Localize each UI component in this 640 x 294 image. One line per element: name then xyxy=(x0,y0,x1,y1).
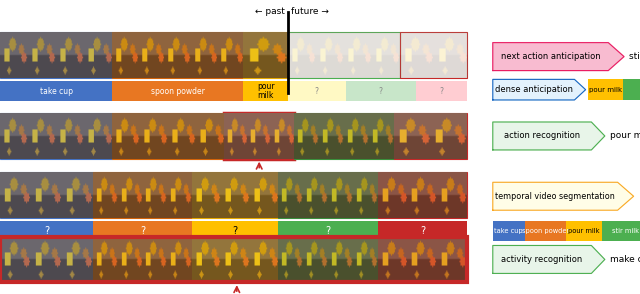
Text: ?: ? xyxy=(440,87,444,96)
Bar xyxy=(346,81,416,101)
Text: stir milk: stir milk xyxy=(612,228,639,234)
Bar xyxy=(602,220,640,241)
Text: make chocolate milk: make chocolate milk xyxy=(610,255,640,264)
Bar xyxy=(525,220,566,241)
Bar xyxy=(0,81,112,101)
Text: ?: ? xyxy=(325,226,331,236)
Text: pour milk: pour milk xyxy=(610,131,640,141)
Text: ?: ? xyxy=(44,226,49,236)
Bar xyxy=(623,79,640,100)
Bar xyxy=(243,81,288,101)
Bar xyxy=(112,32,243,78)
Bar xyxy=(493,220,525,241)
Polygon shape xyxy=(493,79,586,100)
Polygon shape xyxy=(493,43,624,71)
Bar xyxy=(93,220,192,241)
Text: dense anticipation: dense anticipation xyxy=(495,85,573,94)
Text: pour
milk: pour milk xyxy=(257,83,275,100)
Bar xyxy=(0,220,93,241)
Text: ?: ? xyxy=(256,172,262,182)
Text: stir milk: stir milk xyxy=(629,52,640,61)
Bar xyxy=(294,113,394,159)
Text: ?: ? xyxy=(232,226,238,236)
Bar xyxy=(192,220,278,241)
Bar xyxy=(400,32,467,78)
Bar xyxy=(378,237,467,282)
Bar xyxy=(112,113,224,159)
Bar xyxy=(278,172,378,218)
Text: ← past: ← past xyxy=(255,7,285,16)
Bar xyxy=(566,220,602,241)
Text: pour milk: pour milk xyxy=(568,228,600,234)
Text: ?: ? xyxy=(420,226,425,236)
Bar xyxy=(0,172,93,218)
Bar xyxy=(394,113,467,159)
Polygon shape xyxy=(493,245,605,273)
Bar xyxy=(192,237,278,282)
Text: ?: ? xyxy=(315,87,319,96)
Bar xyxy=(0,237,467,282)
Bar xyxy=(288,32,400,78)
Bar xyxy=(278,237,378,282)
Bar xyxy=(0,113,112,159)
Text: action recognition: action recognition xyxy=(504,131,580,141)
Text: temporal video segmentation: temporal video segmentation xyxy=(495,192,615,201)
Bar xyxy=(0,32,112,78)
Text: spoon powder: spoon powder xyxy=(522,228,569,234)
Bar xyxy=(243,32,288,78)
Bar xyxy=(93,172,192,218)
Text: ?: ? xyxy=(379,87,383,96)
Text: activity recognition: activity recognition xyxy=(502,255,582,264)
Polygon shape xyxy=(493,182,634,210)
Bar xyxy=(278,220,378,241)
Text: spoon powder: spoon powder xyxy=(150,87,205,96)
Text: pour milk: pour milk xyxy=(589,87,622,93)
Bar xyxy=(0,237,93,282)
Bar xyxy=(224,113,294,159)
Bar xyxy=(112,81,243,101)
Text: take cup: take cup xyxy=(40,87,72,96)
Text: next action anticipation: next action anticipation xyxy=(500,52,600,61)
Bar xyxy=(288,81,346,101)
Text: ?: ? xyxy=(140,226,145,236)
Polygon shape xyxy=(493,122,605,150)
Bar xyxy=(588,79,623,100)
Bar xyxy=(378,172,467,218)
Text: future →: future → xyxy=(291,7,329,16)
Bar xyxy=(192,172,278,218)
Bar xyxy=(93,237,192,282)
Bar xyxy=(378,220,467,241)
Bar xyxy=(416,81,467,101)
Text: take cup: take cup xyxy=(495,228,523,234)
